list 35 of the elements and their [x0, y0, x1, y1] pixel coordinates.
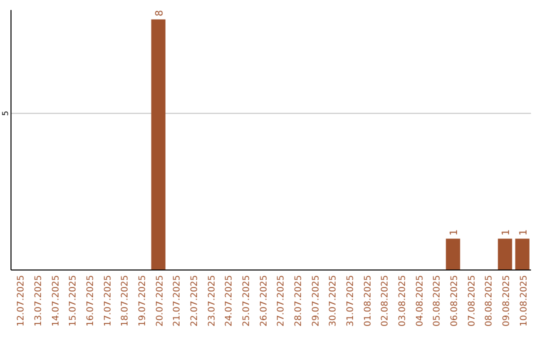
- x-tick-label: 12.07.2025: [16, 275, 27, 327]
- x-tick-label: 03.08.2025: [398, 275, 408, 327]
- x-tick-label: 09.08.2025: [502, 275, 512, 327]
- x-tick-label: 04.08.2025: [415, 275, 426, 327]
- x-tick-label: 24.07.2025: [224, 275, 235, 327]
- x-tick-label: 20.07.2025: [155, 275, 166, 327]
- data-label: 1: [449, 229, 460, 236]
- x-tick-label: 05.08.2025: [432, 275, 443, 327]
- data-label: 1: [501, 229, 512, 236]
- x-tick-label: 02.08.2025: [380, 275, 391, 327]
- x-tick-label: 28.07.2025: [294, 275, 304, 327]
- x-tick-label: 18.07.2025: [120, 275, 131, 327]
- data-label: 8: [154, 10, 166, 16]
- x-tick-label: 07.08.2025: [467, 275, 478, 327]
- x-tick-label: 10.08.2025: [519, 275, 530, 327]
- x-tick-label: 29.07.2025: [311, 275, 322, 327]
- x-tick-label: 22.07.2025: [190, 275, 200, 327]
- x-tick-label: 25.07.2025: [242, 275, 252, 327]
- x-tick-label: 27.07.2025: [276, 275, 287, 327]
- x-tick-label: 01.08.2025: [363, 275, 374, 327]
- x-tick-label: 30.07.2025: [328, 275, 339, 327]
- x-tick-label: 16.07.2025: [86, 275, 96, 327]
- x-tick-label: 23.07.2025: [207, 275, 218, 327]
- x-tick-label: 19.07.2025: [138, 275, 148, 327]
- x-tick-label: 26.07.2025: [259, 275, 270, 327]
- y-tick-label: 5: [1, 110, 10, 116]
- x-tick-label: 21.07.2025: [172, 275, 183, 327]
- x-tick-label: 14.07.2025: [51, 275, 62, 327]
- x-tick-label: 08.08.2025: [484, 275, 495, 327]
- x-tick-label: 31.07.2025: [346, 275, 356, 327]
- x-tick-label: 17.07.2025: [103, 275, 114, 327]
- data-label: 1: [518, 229, 530, 236]
- x-tick-label: 15.07.2025: [68, 275, 79, 327]
- x-tick-label: 06.08.2025: [450, 275, 460, 327]
- x-tick-label: 13.07.2025: [34, 275, 44, 327]
